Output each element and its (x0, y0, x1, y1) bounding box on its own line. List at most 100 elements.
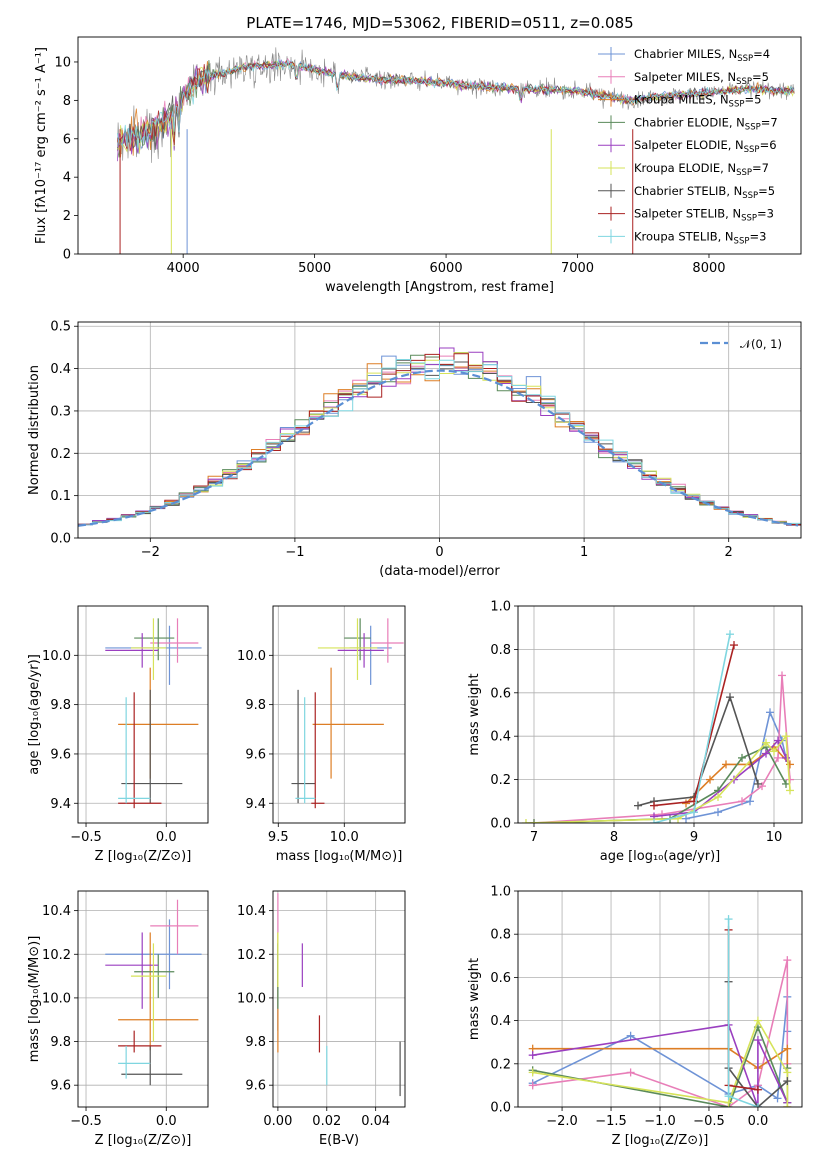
y-tick-label: 0.8 (490, 643, 511, 658)
y-tick-label: 10 (54, 55, 71, 70)
y-tick-label: 0.4 (490, 730, 511, 745)
x-tick-label: 6000 (430, 261, 463, 276)
axes-frame (77, 890, 209, 1108)
y-axis-label: mass weight (467, 673, 482, 755)
y-tick-label: 0.0 (490, 1101, 511, 1116)
y-tick-label: 6 (63, 132, 71, 147)
legend-entry: Chabrier MILES, NSSP=4 (634, 47, 770, 64)
y-tick-label: 9.6 (50, 747, 71, 762)
figure-title: PLATE=1746, MJD=53062, FIBERID=0511, z=0… (246, 14, 633, 32)
y-tick-label: 10.4 (42, 904, 71, 919)
residual-panel: −2 −1 0 1 2 0.0 0.1 0.2 0.3 0.4 0.5 (data-model)/er… (27, 320, 802, 579)
x-tick-label: 0.00 (263, 1114, 292, 1129)
x-tick-label: 0.0 (748, 1114, 769, 1129)
y-tick-label: 10.0 (42, 991, 71, 1006)
x-axis-label: mass [log₁₀(M/M⊙)] (276, 849, 403, 864)
x-tick-label: 2 (725, 545, 733, 560)
plot-area (291, 618, 404, 809)
axes-frame (272, 605, 406, 824)
x-tick-label: −0.5 (70, 1114, 102, 1129)
y-tick-label: 2 (63, 209, 71, 224)
y-tick-label: 0.4 (50, 362, 71, 377)
plot-area (528, 915, 792, 1107)
x-axis-label: wavelength [Angstrom, rest frame] (325, 280, 554, 295)
plot-area (78, 347, 801, 527)
y-tick-label: 0.0 (490, 817, 511, 832)
y-tick-label: 10.4 (237, 904, 266, 919)
x-tick-label: 1 (580, 545, 588, 560)
y-tick-label: 1.0 (490, 600, 511, 615)
y-tick-label: 9.8 (245, 1035, 266, 1050)
x-tick-label: 8 (610, 830, 618, 845)
x-tick-label: −0.5 (70, 830, 102, 845)
axes-frame (77, 36, 802, 255)
y-axis-label: mass [log₁₀(M/M⊙)] (27, 936, 42, 1063)
plot-area (105, 899, 202, 1086)
y-tick-label: 0.2 (490, 773, 511, 788)
y-tick-label: 0.3 (50, 404, 71, 419)
y-tick-label: 10.0 (237, 991, 266, 1006)
axes-frame (517, 605, 803, 824)
age-vs-mass-panel: 9.5 10.0 9.4 9.6 9.8 10.0 mass [log₁₀(M/M⊙)] (237, 605, 406, 864)
x-axis-label: age [log₁₀(age/yr)] (600, 849, 721, 864)
plot-area (277, 893, 401, 1097)
x-tick-label: 10 (766, 830, 783, 845)
x-axis-label: Z [log₁₀(Z/Z⊙)] (95, 849, 192, 864)
normal-curve (78, 369, 799, 527)
y-tick-label: 1.0 (490, 885, 511, 900)
y-axis-label: Flux [fλ10⁻¹⁷ erg cm⁻² s⁻¹ A⁻¹] (34, 47, 49, 244)
spectrum-panel: 4000 5000 6000 7000 8000 0 2 4 6 8 10 wavelength [A… (34, 36, 802, 295)
massweight-vs-age-panel: 7 8 9 10 0.0 0.2 0.4 0.6 0.8 1.0 age [log₁₀(age/yr… (467, 600, 803, 864)
y-axis-label: Normed distribution (27, 365, 42, 495)
weight-line-salpeter_elodie (532, 1024, 789, 1107)
legend-entry: Salpeter MILES, NSSP=5 (634, 70, 769, 87)
x-tick-label: 9.5 (268, 830, 289, 845)
legend-entry: 𝒩(0, 1) (740, 337, 782, 351)
x-tick-label: 0.02 (312, 1114, 341, 1129)
y-tick-label: 9.4 (245, 797, 266, 812)
legend-entry: Chabrier STELIB, NSSP=5 (634, 184, 775, 201)
plot-area (105, 618, 202, 809)
y-tick-label: 0 (63, 248, 71, 263)
x-tick-label: 0.0 (156, 1114, 177, 1129)
legend-entry: Salpeter STELIB, NSSP=3 (634, 207, 774, 224)
axes-frame (517, 890, 803, 1108)
model-line-salpeter_stelib (117, 60, 795, 152)
y-tick-label: 0.2 (490, 1057, 511, 1072)
y-tick-label: 0.5 (50, 320, 71, 335)
mass-vs-ebv-panel: 0.00 0.02 0.04 9.6 9.8 10.0 10.2 10.4 E(B-V) (237, 890, 406, 1148)
x-tick-label: −1.0 (644, 1114, 676, 1129)
y-tick-label: 10.0 (42, 649, 71, 664)
spectrum-legend: Chabrier MILES, NSSP=4 Salpeter MILES, NS… (598, 47, 778, 246)
x-tick-label: 10.0 (330, 830, 359, 845)
x-tick-label: 0.0 (156, 830, 177, 845)
x-axis-label: (data-model)/error (379, 564, 500, 579)
x-tick-label: 9 (690, 830, 698, 845)
x-tick-label: 8000 (692, 261, 725, 276)
model-line-kroupa_stelib (117, 59, 795, 148)
plot-area (117, 47, 795, 254)
y-axis-label: mass weight (467, 958, 482, 1040)
y-tick-label: 0.6 (490, 686, 511, 701)
y-tick-label: 9.6 (245, 747, 266, 762)
x-axis-label: Z [log₁₀(Z/Z⊙)] (612, 1133, 709, 1148)
x-tick-label: −2.0 (546, 1114, 578, 1129)
weight-line-chabrier_elodie (533, 745, 787, 823)
x-tick-label: 4000 (167, 261, 200, 276)
axes-frame (77, 605, 209, 824)
weight-line-salpeter_miles (532, 959, 789, 1107)
legend-entry: Kroupa MILES, NSSP=5 (634, 93, 761, 110)
plot-area (522, 630, 794, 823)
mass-vs-z-panel: −0.5 0.0 9.6 9.8 10.0 10.2 10.4 Z [log₁₀(Z/Z⊙)]… (27, 890, 209, 1148)
x-tick-label: 7 (530, 830, 538, 845)
massweight-vs-z-panel: −2.0 −1.5 −1.0 −0.5 0.0 0.0 0.2 0.4 0.6 0.8 1.0 Z [… (467, 885, 803, 1148)
y-tick-label: 9.8 (50, 698, 71, 713)
x-tick-label: 7000 (561, 261, 594, 276)
y-tick-label: 9.4 (50, 797, 71, 812)
y-tick-label: 9.8 (50, 1035, 71, 1050)
legend-entry: Kroupa ELODIE, NSSP=7 (634, 161, 769, 178)
y-tick-label: 9.6 (245, 1079, 266, 1094)
y-tick-label: 0.0 (50, 532, 71, 547)
age-vs-z-panel: −0.5 0.0 9.4 9.6 9.8 10.0 Z [log₁₀(Z/Z⊙)] age [… (27, 605, 209, 864)
x-tick-label: 0.04 (361, 1114, 390, 1129)
